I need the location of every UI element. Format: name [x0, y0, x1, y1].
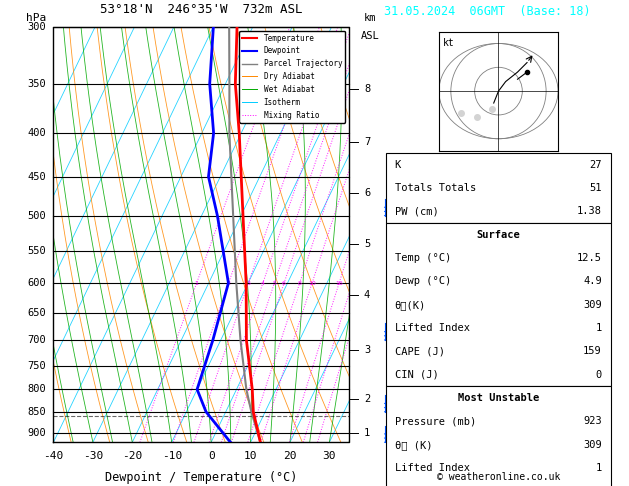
- Text: Dewpoint / Temperature (°C): Dewpoint / Temperature (°C): [105, 471, 298, 485]
- Text: 450: 450: [27, 172, 46, 182]
- Text: 700: 700: [27, 335, 46, 345]
- Text: 2: 2: [364, 394, 370, 403]
- Text: 12.5: 12.5: [577, 253, 602, 263]
- Text: Lifted Index: Lifted Index: [394, 463, 470, 473]
- Text: Pressure (mb): Pressure (mb): [394, 417, 476, 426]
- Legend: Temperature, Dewpoint, Parcel Trajectory, Dry Adiabat, Wet Adiabat, Isotherm, Mi: Temperature, Dewpoint, Parcel Trajectory…: [239, 31, 345, 122]
- Text: 0: 0: [596, 370, 602, 380]
- Text: 159: 159: [583, 347, 602, 356]
- Text: 6: 6: [364, 188, 370, 198]
- Text: 750: 750: [27, 361, 46, 370]
- Text: 5: 5: [272, 280, 276, 285]
- Text: 0: 0: [208, 451, 214, 461]
- Text: © weatheronline.co.uk: © weatheronline.co.uk: [437, 472, 560, 482]
- Text: Mixing Ratio (g/kg): Mixing Ratio (g/kg): [398, 179, 408, 290]
- Text: -10: -10: [162, 451, 182, 461]
- FancyBboxPatch shape: [386, 153, 611, 223]
- Text: θᴄ(K): θᴄ(K): [394, 300, 426, 310]
- Text: -40: -40: [43, 451, 64, 461]
- Text: 51: 51: [589, 183, 602, 193]
- Text: 7: 7: [364, 137, 370, 147]
- Text: 10: 10: [244, 451, 257, 461]
- Text: 27: 27: [589, 160, 602, 170]
- Text: 4.9: 4.9: [583, 277, 602, 286]
- Text: 1: 1: [596, 323, 602, 333]
- Text: 4: 4: [364, 290, 370, 300]
- Text: 900: 900: [27, 428, 46, 438]
- Text: 3: 3: [247, 280, 250, 285]
- Text: Dewp (°C): Dewp (°C): [394, 277, 451, 286]
- Text: 400: 400: [27, 128, 46, 138]
- Text: 923: 923: [583, 417, 602, 426]
- Text: 300: 300: [27, 22, 46, 32]
- Text: 500: 500: [27, 210, 46, 221]
- Text: 800: 800: [27, 384, 46, 394]
- Text: PW (cm): PW (cm): [394, 207, 438, 216]
- Text: CAPE (J): CAPE (J): [394, 347, 445, 356]
- Text: Surface: Surface: [476, 230, 520, 240]
- Text: 850: 850: [27, 407, 46, 417]
- Text: K: K: [394, 160, 401, 170]
- Text: Temp (°C): Temp (°C): [394, 253, 451, 263]
- FancyBboxPatch shape: [386, 223, 611, 386]
- Text: -20: -20: [122, 451, 142, 461]
- Text: 5: 5: [364, 239, 370, 249]
- Text: 6: 6: [282, 280, 286, 285]
- Text: 10: 10: [308, 280, 316, 285]
- Text: 1: 1: [596, 463, 602, 473]
- Text: hPa: hPa: [26, 13, 46, 22]
- Text: 3: 3: [364, 346, 370, 355]
- Text: 2: 2: [226, 280, 231, 285]
- Text: 550: 550: [27, 246, 46, 256]
- Text: 1.38: 1.38: [577, 207, 602, 216]
- Text: 53°18'N  246°35'W  732m ASL: 53°18'N 246°35'W 732m ASL: [100, 3, 303, 17]
- Text: 309: 309: [583, 440, 602, 450]
- Text: Totals Totals: Totals Totals: [394, 183, 476, 193]
- Text: 8: 8: [364, 84, 370, 94]
- Text: 8: 8: [298, 280, 301, 285]
- Text: CIN (J): CIN (J): [394, 370, 438, 380]
- Text: Lifted Index: Lifted Index: [394, 323, 470, 333]
- Text: Most Unstable: Most Unstable: [457, 393, 539, 403]
- Text: 600: 600: [27, 278, 46, 288]
- Text: km: km: [364, 13, 376, 22]
- Text: 1: 1: [195, 280, 199, 285]
- Text: 20: 20: [283, 451, 297, 461]
- Text: -30: -30: [83, 451, 103, 461]
- Text: 30: 30: [323, 451, 336, 461]
- Text: 1: 1: [364, 428, 370, 438]
- FancyBboxPatch shape: [386, 386, 611, 486]
- Text: 4: 4: [261, 280, 265, 285]
- Text: 350: 350: [27, 79, 46, 89]
- Text: 31.05.2024  06GMT  (Base: 18): 31.05.2024 06GMT (Base: 18): [384, 5, 591, 18]
- Text: 16: 16: [335, 280, 343, 285]
- Text: kt: kt: [443, 37, 454, 48]
- Text: ASL: ASL: [360, 31, 379, 41]
- Text: 650: 650: [27, 308, 46, 318]
- Text: θᴄ (K): θᴄ (K): [394, 440, 432, 450]
- Text: 309: 309: [583, 300, 602, 310]
